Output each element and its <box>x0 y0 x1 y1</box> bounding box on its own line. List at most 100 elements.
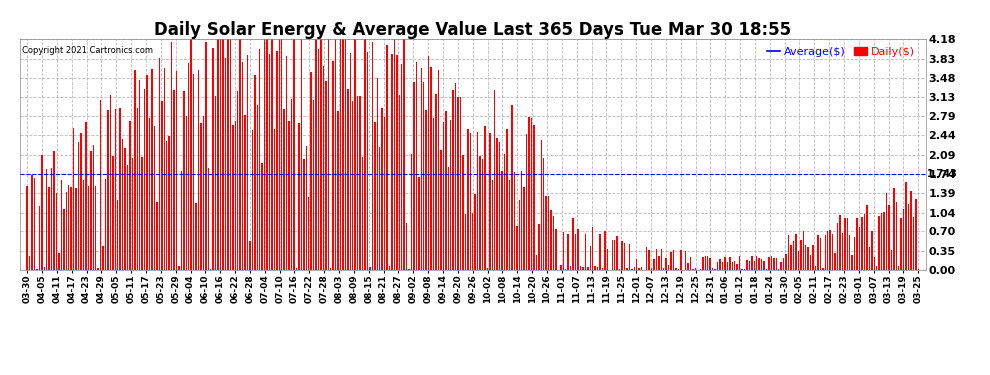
Bar <box>758 258 760 270</box>
Bar <box>773 258 774 270</box>
Bar <box>359 96 360 270</box>
Bar <box>607 249 608 270</box>
Bar <box>438 70 440 270</box>
Bar <box>851 255 853 270</box>
Bar <box>474 194 476 270</box>
Bar <box>75 189 77 270</box>
Bar <box>60 180 62 270</box>
Bar <box>283 110 285 270</box>
Bar <box>291 99 292 270</box>
Bar <box>467 129 468 270</box>
Bar <box>364 39 365 270</box>
Bar <box>247 56 248 270</box>
Bar <box>617 236 618 270</box>
Bar <box>724 257 726 270</box>
Bar <box>188 63 189 270</box>
Bar <box>218 39 219 270</box>
Bar <box>401 64 403 270</box>
Bar <box>254 75 255 270</box>
Bar <box>589 246 591 270</box>
Title: Daily Solar Energy & Average Value Last 365 Days Tue Mar 30 18:55: Daily Solar Energy & Average Value Last … <box>154 21 791 39</box>
Bar <box>85 122 87 270</box>
Bar <box>648 250 649 270</box>
Bar <box>418 177 420 270</box>
Bar <box>780 262 782 270</box>
Bar <box>215 96 217 270</box>
Bar <box>842 233 843 270</box>
Bar <box>176 71 177 270</box>
Bar <box>580 266 581 270</box>
Bar <box>770 256 772 270</box>
Bar <box>572 218 574 270</box>
Bar <box>227 39 229 270</box>
Bar <box>168 136 170 270</box>
Bar <box>349 54 351 270</box>
Bar <box>658 256 659 270</box>
Bar <box>519 200 520 270</box>
Bar <box>788 235 789 270</box>
Bar <box>858 227 860 270</box>
Bar <box>632 269 633 270</box>
Bar <box>856 219 857 270</box>
Bar <box>866 205 867 270</box>
Bar <box>278 39 280 270</box>
Bar <box>753 261 755 270</box>
Bar <box>369 267 370 270</box>
Bar <box>298 123 300 270</box>
Bar <box>180 171 182 270</box>
Bar <box>727 262 728 270</box>
Bar <box>330 268 332 270</box>
Bar <box>166 141 167 270</box>
Bar <box>318 50 319 270</box>
Bar <box>63 209 64 270</box>
Legend: Average($), Daily($): Average($), Daily($) <box>762 43 919 62</box>
Bar <box>739 256 741 270</box>
Bar <box>798 251 799 270</box>
Bar <box>536 255 538 270</box>
Bar <box>433 118 435 270</box>
Bar <box>521 171 523 270</box>
Bar <box>447 167 449 270</box>
Bar <box>139 80 141 270</box>
Bar <box>881 213 882 270</box>
Bar <box>748 261 750 270</box>
Bar <box>132 158 133 270</box>
Bar <box>499 142 500 270</box>
Bar <box>457 97 458 270</box>
Bar <box>296 268 297 270</box>
Bar <box>34 178 36 270</box>
Bar <box>371 42 373 270</box>
Bar <box>732 262 733 270</box>
Bar <box>242 62 244 270</box>
Bar <box>712 268 714 270</box>
Bar <box>639 268 640 270</box>
Bar <box>768 257 769 270</box>
Bar <box>178 267 179 270</box>
Bar <box>614 240 616 270</box>
Bar <box>504 153 505 270</box>
Bar <box>761 259 762 270</box>
Bar <box>893 188 895 270</box>
Bar <box>288 121 290 270</box>
Bar <box>58 253 59 270</box>
Bar <box>670 252 672 270</box>
Bar <box>374 122 375 270</box>
Bar <box>482 159 483 270</box>
Bar <box>861 217 862 270</box>
Bar <box>276 51 277 270</box>
Bar <box>223 39 224 270</box>
Bar <box>185 116 187 270</box>
Bar <box>840 216 841 270</box>
Bar <box>251 130 253 270</box>
Bar <box>452 90 453 270</box>
Bar <box>913 217 914 270</box>
Bar <box>347 89 348 270</box>
Bar <box>220 39 222 270</box>
Bar <box>783 258 784 270</box>
Bar <box>873 257 875 270</box>
Bar <box>462 155 463 270</box>
Bar <box>720 259 721 270</box>
Bar <box>416 62 417 270</box>
Bar <box>539 224 540 270</box>
Bar <box>83 180 84 270</box>
